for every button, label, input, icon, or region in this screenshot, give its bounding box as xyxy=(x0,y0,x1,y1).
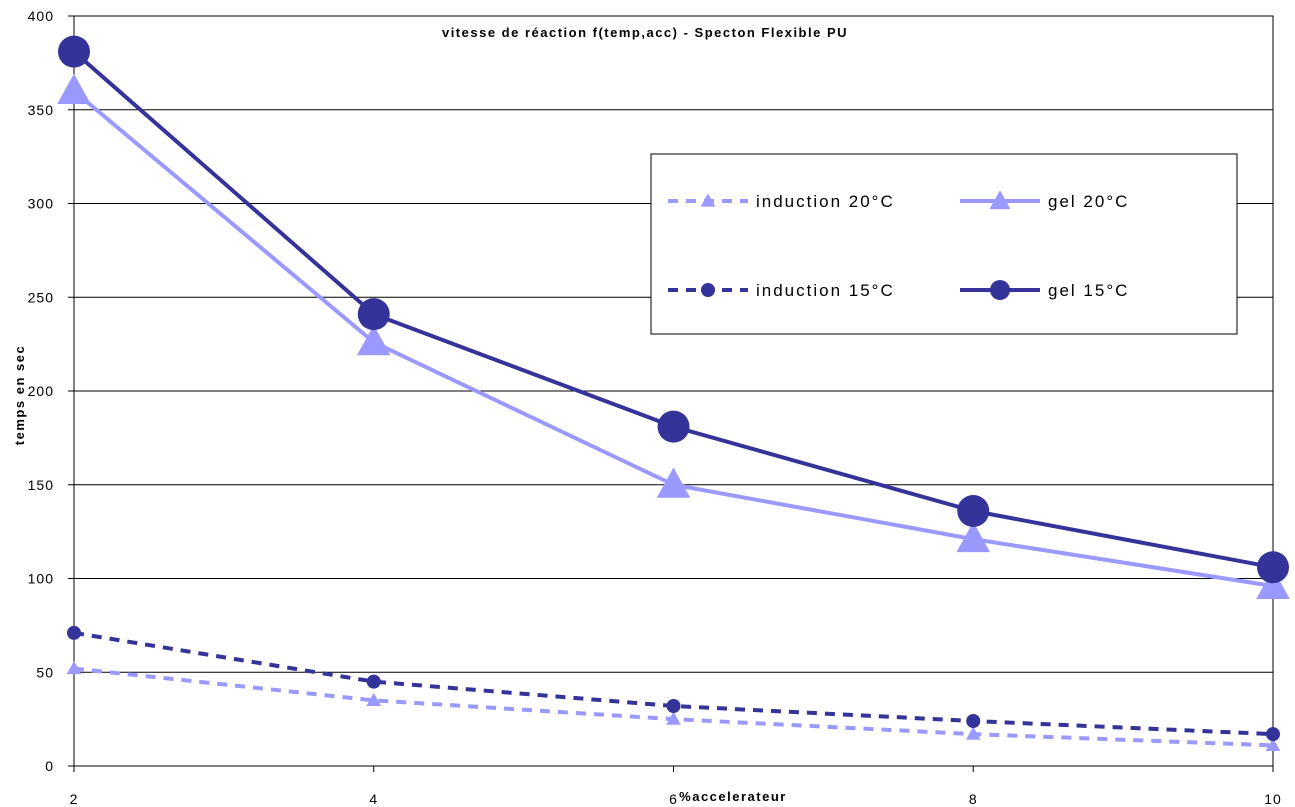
data-point xyxy=(356,324,391,356)
data-point xyxy=(1257,551,1289,584)
legend-marker xyxy=(989,190,1011,210)
data-point xyxy=(966,714,981,728)
legend-label: gel 20°C xyxy=(1048,192,1129,211)
data-point xyxy=(357,298,390,331)
x-tick-label: 10 xyxy=(1264,791,1282,807)
legend-item: gel 20°C xyxy=(960,190,1129,211)
y-tick-label: 0 xyxy=(45,758,54,774)
series-layer xyxy=(57,35,1290,752)
legend-marker xyxy=(990,280,1010,300)
grid-lines xyxy=(74,15,1273,767)
data-point xyxy=(965,726,981,740)
y-tick-label: 250 xyxy=(28,289,54,305)
data-point xyxy=(666,699,681,713)
y-tick-label: 100 xyxy=(28,571,54,587)
legend-item: gel 15°C xyxy=(960,280,1129,300)
legend-item: induction 15°C xyxy=(668,281,895,300)
data-point xyxy=(1256,568,1290,599)
legend: induction 20°C gel 20°C induction 15°C gel … xyxy=(650,153,1238,335)
series-gel-15-c xyxy=(58,35,1289,584)
x-tick-label: 8 xyxy=(969,791,978,807)
data-point xyxy=(57,73,91,104)
series-gel-20-c xyxy=(57,73,1290,599)
data-point xyxy=(666,711,681,725)
y-tick-label: 400 xyxy=(28,8,54,24)
series-induction-15-c xyxy=(67,625,1280,742)
data-point xyxy=(957,495,990,527)
legend-item: induction 20°C xyxy=(668,192,895,211)
y-tick-label: 350 xyxy=(28,102,54,118)
y-axis-label: temps en sec xyxy=(12,345,27,445)
legend-box xyxy=(650,153,1238,335)
y-tick-label: 300 xyxy=(28,196,54,212)
x-tick-label: 2 xyxy=(70,791,79,807)
data-point xyxy=(366,692,382,707)
data-point xyxy=(66,660,82,675)
data-point xyxy=(67,625,81,640)
legend-marker xyxy=(700,193,716,207)
legend-label: induction 20°C xyxy=(756,192,895,211)
series-line xyxy=(73,630,1274,737)
x-axis-label: %accelerateur xyxy=(679,789,787,804)
y-tick-label: 200 xyxy=(28,383,54,399)
x-tick-label: 4 xyxy=(369,791,378,807)
series-induction-20-c xyxy=(66,660,1281,752)
y-tick-label: 50 xyxy=(36,664,54,680)
legend-label: induction 15°C xyxy=(756,281,895,300)
x-tick-label: 6 xyxy=(669,791,678,807)
data-point xyxy=(656,467,691,498)
data-point xyxy=(657,410,690,443)
legend-marker xyxy=(701,283,715,297)
data-point xyxy=(58,35,90,68)
data-point xyxy=(956,521,991,553)
legend-label: gel 15°C xyxy=(1048,281,1129,300)
y-tick-label: 150 xyxy=(28,477,54,493)
data-point xyxy=(366,674,381,689)
data-point xyxy=(1266,727,1280,742)
data-point xyxy=(1265,737,1281,752)
chart-title: vitesse de réaction f(temp,acc) - Specto… xyxy=(442,25,848,40)
tick-labels: 0 50 100 150 200 250 300 350 400 2 4 6 8 10 xyxy=(28,8,1282,807)
